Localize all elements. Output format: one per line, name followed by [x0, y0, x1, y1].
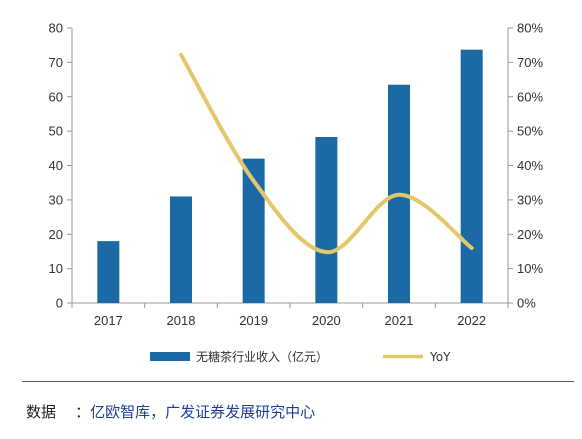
legend-bar-swatch [150, 352, 190, 361]
right-tick-label: 50% [517, 124, 543, 139]
x-tick-label: 2018 [167, 313, 196, 328]
left-tick-label: 60 [49, 89, 63, 104]
bar [315, 136, 338, 303]
yoy-line [179, 52, 474, 255]
bar [97, 241, 120, 303]
left-tick-label: 50 [49, 124, 63, 139]
source-note: 数据 ：亿欧智库，广发证券发展研究中心 [26, 401, 315, 422]
right-tick-label: 20% [517, 227, 543, 242]
legend-bar-label: 无糖茶行业收入（亿元） [196, 349, 328, 364]
chart: 0 10 20 30 40 50 60 70 80 0% 10% 20% 30% 40% 50% 60% 70… [49, 21, 544, 365]
source-separator: ： [75, 403, 91, 421]
bar-series [97, 49, 483, 303]
right-y-axis: 0% 10% 20% 30% 40% 50% 60% 70% 80% [507, 21, 543, 311]
bar [242, 158, 265, 303]
left-tick-label: 70 [49, 55, 63, 70]
right-tick-label: 40% [517, 158, 543, 173]
source-label: 数据 [26, 403, 57, 421]
yoy-line-series [179, 52, 474, 255]
right-tick-label: 60% [517, 89, 543, 104]
source-divider [22, 381, 574, 382]
left-tick-label: 30 [49, 192, 63, 207]
right-tick-label: 30% [517, 192, 543, 207]
right-tick-label: 0% [517, 296, 536, 311]
right-tick-label: 70% [517, 55, 543, 70]
x-tick-label: 2020 [312, 313, 341, 328]
x-tick-label: 2021 [385, 313, 414, 328]
x-axis: 2017 2018 2019 2020 2021 2022 [71, 302, 509, 328]
right-tick-label: 80% [517, 21, 543, 36]
right-tick-label: 10% [517, 261, 543, 276]
left-tick-label: 40 [49, 158, 63, 173]
legend: 无糖茶行业收入（亿元） YoY [150, 349, 451, 364]
left-tick-label: 10 [49, 261, 63, 276]
left-tick-label: 0 [56, 296, 63, 311]
legend-line-label: YoY [429, 350, 451, 364]
x-tick-label: 2019 [239, 313, 268, 328]
x-tick-label: 2017 [94, 313, 123, 328]
left-y-axis: 0 10 20 30 40 50 60 70 80 [49, 21, 73, 311]
left-tick-label: 80 [49, 21, 63, 36]
source-text: 亿欧智库，广发证券发展研究中心 [90, 403, 316, 421]
bar [460, 49, 483, 303]
x-tick-label: 2022 [457, 313, 486, 328]
left-tick-label: 20 [49, 227, 63, 242]
bar [170, 196, 192, 303]
